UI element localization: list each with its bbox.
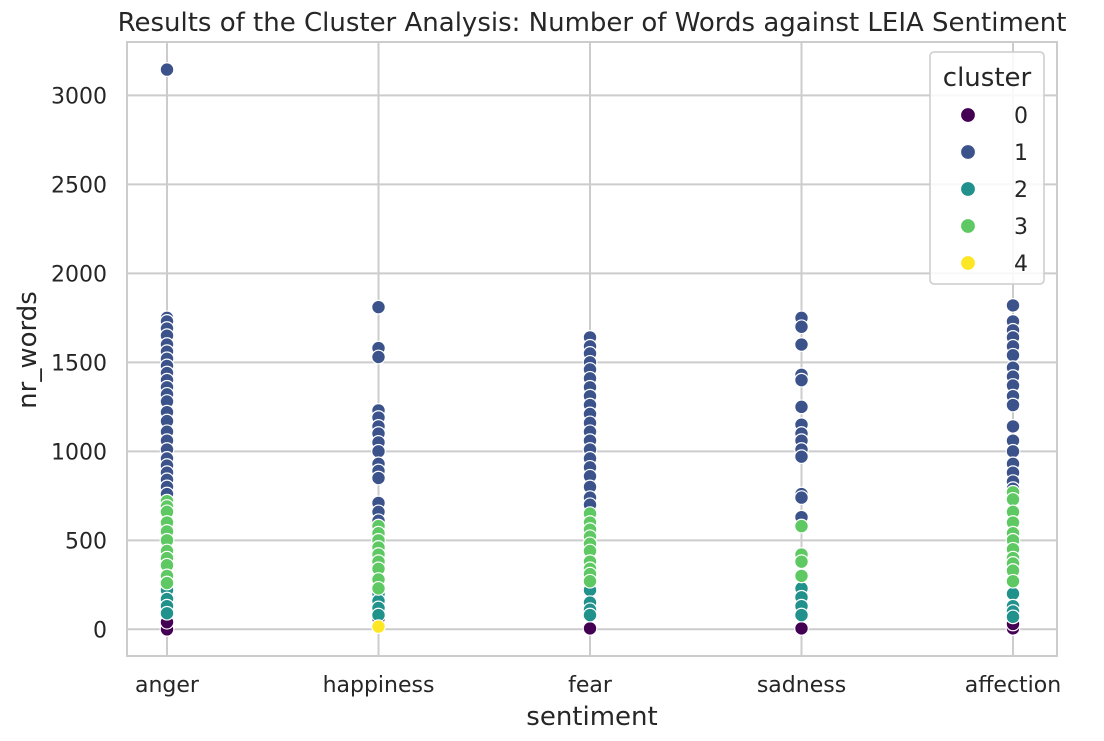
plot-area-frame: [126, 41, 1058, 657]
legend-label-2: 2: [1014, 178, 1028, 203]
data-point-cluster-1: [371, 470, 386, 486]
data-point-cluster-1: [794, 490, 809, 506]
legend-title: cluster: [943, 63, 1032, 93]
data-point-cluster-1: [159, 62, 175, 77]
x-tick-label: fear: [568, 673, 613, 698]
x-tick-labels: anger happiness fear sadness affection: [135, 673, 1061, 698]
data-point-cluster-1: [794, 372, 809, 388]
x-tick-label: affection: [965, 673, 1061, 698]
legend-items: 0 1 2 3 4: [959, 104, 1028, 277]
data-point-cluster-1: [1005, 347, 1021, 363]
data-point-cluster-3: [794, 518, 809, 534]
legend-marker-2: [959, 180, 977, 198]
data-point-cluster-1: [794, 319, 809, 335]
legend: cluster 0 1 2 3 4: [929, 51, 1045, 285]
data-point-cluster-0: [794, 621, 809, 636]
data-point-cluster-1: [794, 449, 809, 465]
data-point-cluster-1: [371, 443, 386, 459]
data-point-cluster-3: [159, 575, 175, 591]
y-tick-label: 2000: [51, 262, 107, 287]
legend-box: [929, 51, 1045, 285]
data-point-cluster-1: [1005, 419, 1021, 434]
data-point-cluster-1: [1005, 443, 1021, 459]
y-tick-label: 1000: [51, 440, 107, 465]
x-tick-label: anger: [135, 673, 200, 698]
data-point-cluster-1: [371, 349, 386, 365]
y-tick-label: 1500: [51, 351, 107, 376]
legend-label-3: 3: [1014, 215, 1028, 240]
data-point-cluster-2: [1005, 586, 1021, 602]
y-tick-label: 500: [65, 529, 107, 554]
legend-marker-4: [959, 254, 977, 272]
data-point-cluster-2: [159, 605, 175, 621]
y-tick-label: 0: [93, 618, 107, 643]
chart-title: Results of the Cluster Analysis: Number …: [118, 8, 1067, 38]
data-point-cluster-4: [371, 619, 386, 635]
y-tick-labels: 0 500 1000 1500 2000 2500 3000: [51, 84, 107, 643]
x-tick-label: happiness: [323, 673, 435, 698]
legend-label-0: 0: [1014, 104, 1028, 129]
legend-label-1: 1: [1014, 141, 1028, 166]
data-point-cluster-0: [582, 621, 598, 636]
data-point-cluster-3: [1005, 491, 1021, 507]
data-point-cluster-2: [794, 607, 809, 623]
data-points: [159, 62, 1021, 637]
y-tick-label: 3000: [51, 84, 107, 109]
y-tick-label: 2500: [51, 173, 107, 198]
data-point-cluster-3: [794, 568, 809, 584]
data-point-cluster-1: [794, 337, 809, 352]
legend-marker-3: [959, 217, 977, 235]
data-point-cluster-3: [582, 573, 598, 589]
data-point-cluster-1: [1005, 297, 1021, 313]
legend-label-4: 4: [1014, 252, 1028, 277]
data-point-cluster-2: [1005, 609, 1021, 625]
data-point-cluster-3: [1005, 573, 1021, 589]
legend-marker-0: [959, 106, 977, 124]
data-point-cluster-2: [582, 607, 598, 623]
data-point-cluster-1: [794, 399, 809, 415]
legend-marker-1: [959, 143, 977, 161]
data-point-cluster-3: [371, 580, 386, 596]
data-point-cluster-1: [371, 299, 386, 315]
y-axis-title: nr_words: [13, 291, 43, 409]
x-tick-label: sadness: [757, 673, 846, 698]
data-point-cluster-1: [1005, 397, 1021, 413]
data-point-cluster-3: [794, 554, 809, 570]
x-axis-title: sentiment: [526, 702, 657, 732]
